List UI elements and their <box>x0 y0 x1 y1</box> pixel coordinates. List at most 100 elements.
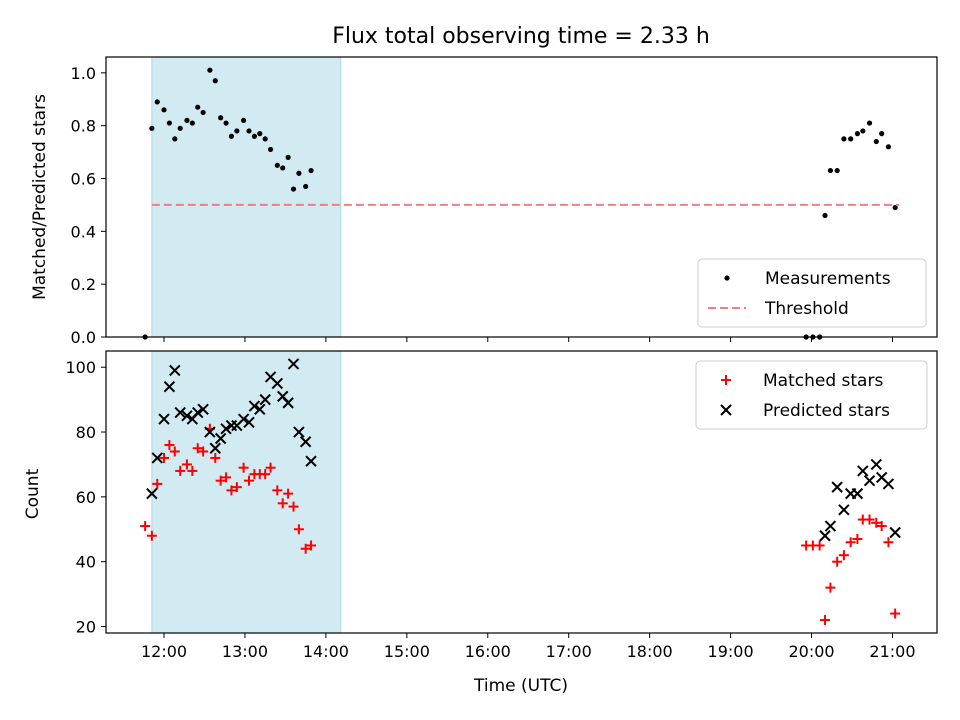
measurement-point <box>827 167 834 174</box>
matched-point <box>300 543 311 554</box>
predicted-point <box>220 423 232 435</box>
plot-frame <box>105 56 938 338</box>
predicted-point <box>282 397 294 409</box>
predicted-point <box>889 526 901 539</box>
x-tick-label: 15:00 <box>384 642 430 661</box>
measurement-point <box>854 131 861 137</box>
matched-point <box>192 443 203 454</box>
measurement-point <box>308 167 314 174</box>
measurement-point <box>149 125 155 131</box>
x-tick-label: 18:00 <box>627 642 673 661</box>
matched-point <box>210 452 221 463</box>
legend-box <box>695 360 928 430</box>
plot-frame <box>105 350 938 634</box>
predicted-point <box>192 406 204 419</box>
predicted-point <box>181 410 193 422</box>
measurement-point <box>189 120 195 126</box>
y-tick-label: 60 <box>76 488 96 507</box>
measurement-point <box>154 99 160 105</box>
predicted-point <box>863 474 876 487</box>
measurement-point <box>195 104 201 110</box>
predicted-point <box>214 432 227 445</box>
matched-point <box>277 498 288 509</box>
matched-point <box>838 550 849 561</box>
y-tick-label: 40 <box>76 553 96 572</box>
measurement-point <box>257 131 263 137</box>
matched-point <box>825 582 836 593</box>
y-tick-label: 80 <box>76 423 96 442</box>
matched-point <box>231 482 242 493</box>
predicted-point <box>259 393 271 406</box>
predicted-point <box>857 465 869 477</box>
matched-point <box>175 465 186 476</box>
predicted-point <box>237 413 250 425</box>
predicted-point <box>204 426 216 438</box>
measurement-point <box>161 107 167 113</box>
measurement-point <box>841 136 847 142</box>
matched-point <box>293 524 304 535</box>
y-tick-label: 0.6 <box>71 170 96 189</box>
matched-point <box>215 475 226 486</box>
measurement-point <box>212 78 218 84</box>
predicted-point <box>248 400 261 412</box>
legend-measurement-marker <box>724 275 730 281</box>
measurement-point <box>228 133 235 139</box>
measurement-point <box>246 128 252 134</box>
x-tick-label: 16:00 <box>465 642 511 661</box>
matched-point <box>164 440 175 450</box>
matched-point <box>876 521 887 532</box>
matched-point <box>146 530 157 541</box>
x-tick-label: 14:00 <box>303 642 349 661</box>
x-tick-label: 20:00 <box>788 642 834 661</box>
predicted-point <box>163 380 176 393</box>
predicted-point <box>882 478 895 490</box>
legend-matched-marker <box>721 375 731 385</box>
predicted-point <box>243 416 255 429</box>
predicted-point <box>209 442 221 454</box>
predicted-point <box>838 504 850 516</box>
measurement-point <box>218 115 224 121</box>
count-panel: 20 40 60 80 100 12:00 13:00 14:00 15:00 16:00 17:0… <box>65 350 938 661</box>
matched-point <box>832 556 843 567</box>
measurement-point <box>200 109 206 116</box>
matched-point <box>852 534 863 544</box>
measurement-point <box>303 183 309 190</box>
measurement-point <box>166 120 173 126</box>
measurement-point <box>822 212 828 219</box>
measurement-point <box>241 117 247 123</box>
y-tick-label: 0.0 <box>71 328 96 347</box>
measurement-point <box>184 117 190 123</box>
y-tick-label: 0.8 <box>71 117 96 136</box>
matched-point <box>169 446 180 457</box>
measurement-point <box>274 162 280 168</box>
predicted-point <box>824 520 837 532</box>
measurement-point <box>866 120 873 126</box>
matched-point <box>845 537 856 548</box>
predicted-point <box>870 458 883 471</box>
matched-point <box>159 452 170 463</box>
y-tick-label: 0.4 <box>71 222 96 241</box>
matched-point <box>814 540 825 551</box>
y-tick-label: 20 <box>76 618 96 637</box>
matched-point <box>181 459 192 470</box>
legend-label: Matched stars <box>763 371 883 391</box>
matched-point <box>221 472 232 483</box>
measurement-point <box>296 170 302 176</box>
measurement-point <box>848 136 854 142</box>
predicted-point <box>254 403 266 416</box>
x-tick-label: 12:00 <box>141 642 187 661</box>
observing-window-shade <box>151 350 342 634</box>
matched-point <box>187 465 198 476</box>
measurement-point <box>251 133 257 139</box>
y-tick-label: 1.0 <box>71 64 96 83</box>
predicted-point <box>819 530 831 542</box>
matched-point <box>198 446 209 457</box>
measurement-point <box>267 146 274 153</box>
predicted-point <box>271 377 284 390</box>
predicted-point <box>305 455 317 467</box>
predicted-point <box>293 426 305 438</box>
legend-label: Threshold <box>764 299 849 319</box>
predicted-point <box>146 487 158 500</box>
matched-point <box>272 485 283 496</box>
